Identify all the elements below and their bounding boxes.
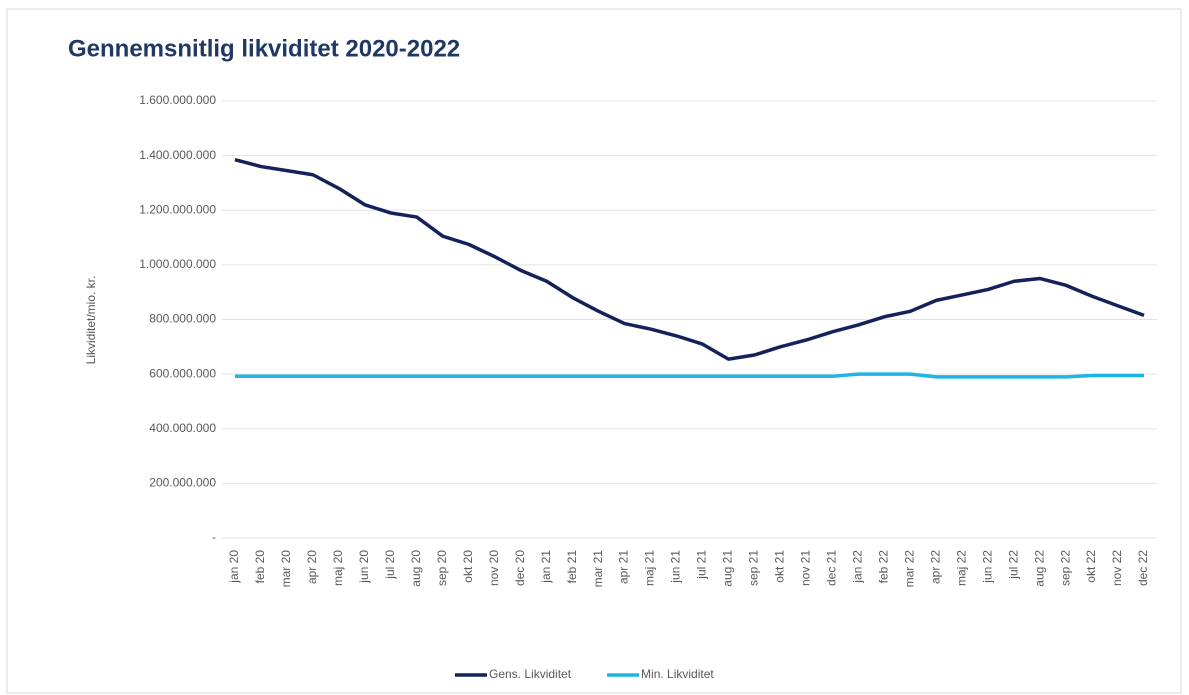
x-tick-label: jul 21 <box>695 550 709 580</box>
x-tick-label: nov 21 <box>799 550 813 586</box>
x-tick-label: apr 22 <box>928 550 942 584</box>
y-tick-label: 800.000.000 <box>149 312 216 326</box>
x-tick-label: nov 22 <box>1110 550 1124 586</box>
x-tick-label: jan 22 <box>850 550 864 584</box>
y-tick-label: 400.000.000 <box>149 421 216 435</box>
x-tick-label: feb 21 <box>565 550 579 584</box>
x-tick-label: dec 22 <box>1136 550 1150 586</box>
x-tick-label: sep 22 <box>1058 550 1072 586</box>
x-tick-label: okt 22 <box>1084 550 1098 583</box>
x-tick-label: okt 20 <box>461 550 475 583</box>
x-tick-label: maj 21 <box>643 550 657 586</box>
x-tick-label: sep 21 <box>747 550 761 586</box>
y-tick-label: 1.600.000.000 <box>139 93 216 107</box>
x-tick-label: jun 22 <box>980 550 994 584</box>
x-tick-label: dec 20 <box>513 550 527 586</box>
x-tick-label: aug 20 <box>409 550 423 587</box>
chart-frame <box>6 8 1182 694</box>
y-tick-label: 1.000.000.000 <box>139 257 216 271</box>
x-tick-label: aug 22 <box>1032 550 1046 587</box>
data-line <box>234 158 1145 361</box>
legend-label: Gens. Likviditet <box>489 667 572 681</box>
x-tick-label: jan 21 <box>539 550 553 584</box>
x-tick-label: aug 21 <box>721 550 735 587</box>
x-tick-label: sep 20 <box>435 550 449 586</box>
x-tick-label: jan 20 <box>227 550 241 584</box>
x-tick-label: jun 21 <box>669 550 683 584</box>
x-tick-label: dec 21 <box>825 550 839 586</box>
data-line <box>234 372 1145 379</box>
y-tick-label: 600.000.000 <box>149 366 216 380</box>
y-axis-label: Likviditet/mio. kr. <box>84 276 98 365</box>
x-tick-label: nov 20 <box>487 550 501 586</box>
x-tick-label: maj 20 <box>331 550 345 586</box>
x-tick-label: jul 20 <box>383 550 397 580</box>
x-tick-label: jun 20 <box>357 550 371 584</box>
y-tick-label: 1.200.000.000 <box>139 202 216 216</box>
x-tick-label: feb 22 <box>876 550 890 584</box>
x-tick-label: mar 20 <box>279 550 293 588</box>
x-tick-label: apr 21 <box>617 550 631 584</box>
x-tick-label: okt 21 <box>773 550 787 583</box>
x-tick-label: maj 22 <box>954 550 968 586</box>
y-tick-label: - <box>212 530 216 544</box>
x-tick-label: jul 22 <box>1006 550 1020 580</box>
x-tick-label: mar 21 <box>591 550 605 588</box>
y-tick-label: 200.000.000 <box>149 476 216 490</box>
chart-title: Gennemsnitlig likviditet 2020-2022 <box>68 35 460 62</box>
x-tick-label: apr 20 <box>305 550 319 584</box>
y-tick-label: 1.400.000.000 <box>139 148 216 162</box>
x-tick-label: mar 22 <box>902 550 916 588</box>
x-tick-label: feb 20 <box>253 550 267 584</box>
legend-label: Min. Likviditet <box>641 667 714 681</box>
